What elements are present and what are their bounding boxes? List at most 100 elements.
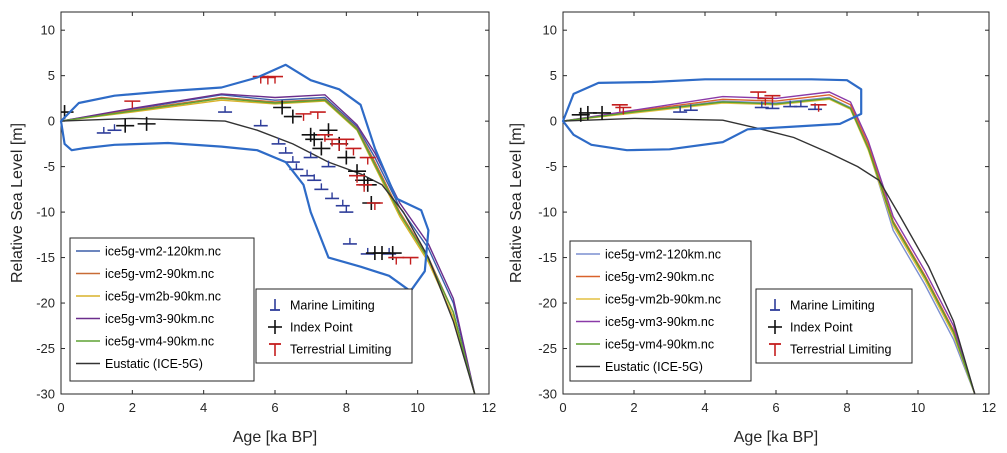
- y-tick-label: -5: [545, 159, 557, 174]
- obs-point-index-point: [283, 109, 302, 124]
- series-line-ice5g-vm4-90km.nc: [563, 97, 976, 394]
- y-tick-label: -5: [43, 159, 55, 174]
- legend-entry: ice5g-vm2-90km.nc: [605, 270, 714, 284]
- y-tick-label: 10: [41, 23, 55, 38]
- obs-point-marine-limiting: [325, 192, 340, 200]
- legend-obs-entry: Marine Limiting: [290, 299, 375, 313]
- obs-point-marine-limiting: [321, 160, 336, 168]
- obs-point-index-point: [571, 107, 590, 122]
- x-tick-label: 4: [200, 400, 207, 415]
- y-tick-label: -15: [538, 250, 557, 265]
- x-tick-label: 8: [843, 400, 850, 415]
- legend-entry: Eustatic (ICE-5G): [605, 360, 703, 374]
- legend-obs-swatch: [769, 343, 781, 356]
- y-tick-label: 10: [543, 23, 557, 38]
- obs-point-terrestrial-limiting: [316, 133, 333, 142]
- y-axis-label: Relative Sea Level [m]: [508, 123, 525, 283]
- panel-right-chart: 0 2 4 6 8 10 12 10 5 0 -5 -10 -15 -20 -25 -30 Age [ka BP…: [508, 11, 996, 446]
- y-tick-label: -25: [538, 341, 557, 356]
- obs-point-terrestrial-limiting: [267, 75, 283, 84]
- obs-point-terrestrial-limiting: [757, 97, 774, 106]
- highlight-outline: [561, 78, 863, 152]
- legend-entry: ice5g-vm2b-90km.nc: [605, 293, 721, 307]
- x-tick-label: 0: [57, 400, 64, 415]
- legend-entry: ice5g-vm4-90km.nc: [605, 338, 714, 352]
- legend-entry: ice5g-vm3-90km.nc: [605, 315, 714, 329]
- highlight-outline: [59, 63, 430, 293]
- x-tick-label: 8: [343, 400, 350, 415]
- obs-point-terrestrial-limiting: [349, 174, 366, 183]
- y-tick-label: -10: [538, 205, 557, 220]
- x-tick-label: 2: [129, 400, 136, 415]
- y-tick-label: -30: [538, 387, 557, 402]
- x-tick-label: 2: [630, 400, 637, 415]
- obs-point-terrestrial-limiting: [324, 138, 341, 147]
- y-tick-label: -20: [36, 296, 55, 311]
- legend-entry: ice5g-vm2-120km.nc: [605, 248, 721, 262]
- legend-obs-swatch: [270, 299, 280, 311]
- obs-point-index-point: [273, 100, 292, 115]
- obs-point-terrestrial-limiting: [295, 113, 312, 121]
- obs-point-terrestrial-limiting: [124, 100, 141, 109]
- y-tick-label: -15: [36, 250, 55, 265]
- obs-point-marine-limiting: [300, 169, 315, 177]
- obs-point-marine-limiting: [278, 146, 293, 154]
- legend-entry: ice5g-vm2b-90km.nc: [105, 290, 221, 304]
- legend-entry: ice5g-vm4-90km.nc: [105, 335, 214, 349]
- obs-point-terrestrial-limiting: [366, 202, 383, 210]
- legend-obs-entry: Index Point: [790, 321, 853, 335]
- x-tick-label: 6: [772, 400, 779, 415]
- obs-point-marine-limiting: [253, 119, 268, 127]
- series-line-Eustatic (ICE-5G): [61, 117, 476, 394]
- obs-point-terrestrial-limiting: [359, 156, 376, 165]
- y-tick-label: 5: [48, 68, 55, 83]
- obs-point-terrestrial-limiting: [764, 94, 781, 103]
- obs-point-marine-limiting: [793, 100, 808, 108]
- legend-obs-swatch: [268, 320, 282, 334]
- obs-point-marine-limiting: [339, 206, 354, 213]
- obs-point-marine-limiting: [285, 156, 300, 163]
- obs-point-terrestrial-limiting: [615, 106, 632, 115]
- obs-point-marine-limiting: [96, 126, 111, 134]
- obs-point-index-point: [305, 132, 324, 147]
- legend-obs-box: [755, 288, 913, 364]
- obs-point-index-point: [593, 105, 612, 120]
- obs-point-marine-limiting: [754, 101, 769, 109]
- obs-point-index-point: [116, 118, 135, 133]
- y-tick-label: -20: [538, 296, 557, 311]
- obs-point-marine-limiting: [342, 237, 357, 245]
- obs-point-index-point: [137, 116, 156, 131]
- y-tick-label: 0: [550, 114, 557, 129]
- obs-point-marine-limiting: [107, 124, 122, 132]
- obs-point-marine-limiting: [303, 151, 318, 159]
- obs-point-terrestrial-limiting: [309, 111, 326, 120]
- x-tick-label: 6: [271, 400, 278, 415]
- y-tick-label: -10: [36, 205, 55, 220]
- legend-obs-entry: Index Point: [290, 321, 353, 335]
- obs-point-terrestrial-limiting: [331, 143, 348, 151]
- x-tick-label: 10: [410, 400, 424, 415]
- obs-point-terrestrial-limiting: [259, 76, 276, 85]
- legend-obs-entry: Terrestrial Limiting: [790, 343, 891, 357]
- series-line-ice5g-vm3-90km.nc: [563, 91, 976, 394]
- obs-point-terrestrial-limiting: [345, 147, 362, 156]
- legend-entry: ice5g-vm2-90km.nc: [105, 267, 214, 281]
- legend-obs-entry: Marine Limiting: [790, 299, 875, 313]
- obs-point-index-point: [312, 141, 331, 156]
- obs-point-marine-limiting: [673, 106, 688, 113]
- x-axis-label: Age [ka BP]: [734, 429, 819, 446]
- obs-point-terrestrial-limiting: [388, 256, 405, 265]
- obs-point-terrestrial-limiting: [356, 184, 373, 192]
- obs-point-terrestrial-limiting: [402, 256, 419, 265]
- x-tick-label: 12: [982, 400, 996, 415]
- series-line-Eustatic (ICE-5G): [563, 117, 976, 394]
- y-tick-label: -25: [36, 341, 55, 356]
- obs-point-marine-limiting: [307, 174, 322, 182]
- obs-point-marine-limiting: [335, 199, 350, 207]
- series-line-ice5g-vm3-90km.nc: [61, 93, 476, 394]
- legend-obs-swatch: [768, 320, 782, 334]
- y-tick-label: 0: [48, 114, 55, 129]
- legend-obs-entry: Terrestrial Limiting: [290, 343, 391, 357]
- panel-left-chart: 0 2 4 6 8 10 12 10 5 0 -5 -10 -15 -20 -25 -30 Age [ka BP…: [9, 11, 496, 446]
